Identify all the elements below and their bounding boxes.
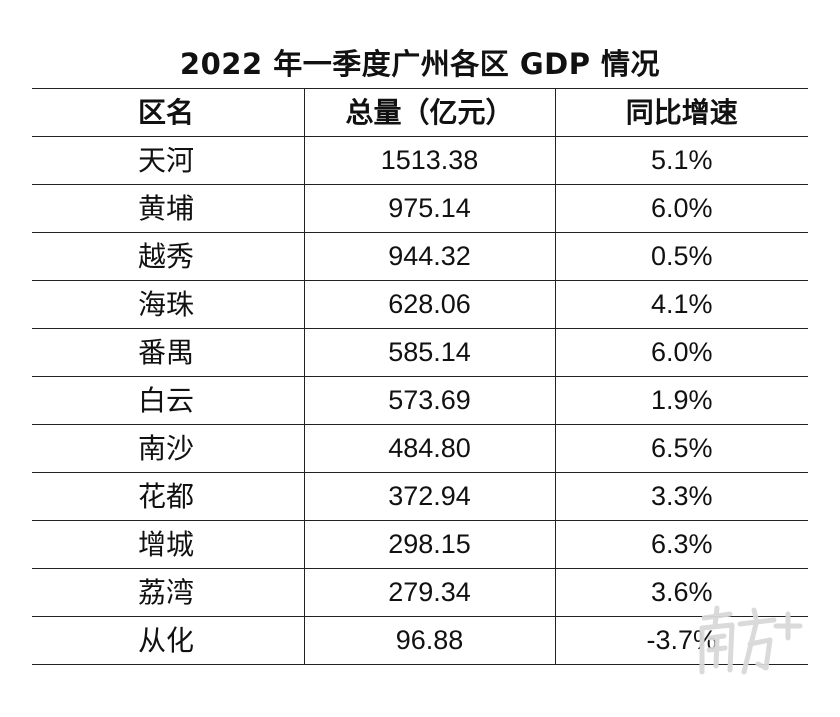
column-header-total: 总量（亿元） xyxy=(303,88,555,137)
table-row: 花都 372.94 3.3% xyxy=(32,472,808,521)
total-cell: 484.80 xyxy=(303,424,555,473)
growth-cell: 3.6% xyxy=(554,568,808,617)
district-cell: 越秀 xyxy=(32,232,304,281)
table-row: 南沙 484.80 6.5% xyxy=(32,424,808,473)
table-row: 越秀 944.32 0.5% xyxy=(32,232,808,281)
total-cell: 573.69 xyxy=(303,376,555,425)
total-cell: 944.32 xyxy=(303,232,555,281)
growth-cell: -3.7% xyxy=(554,616,808,665)
district-cell: 南沙 xyxy=(32,424,304,473)
table-row: 黄埔 975.14 6.0% xyxy=(32,184,808,233)
total-cell: 298.15 xyxy=(303,520,555,569)
district-cell: 花都 xyxy=(32,472,304,521)
total-cell: 585.14 xyxy=(303,328,555,377)
district-cell: 天河 xyxy=(32,136,304,185)
district-cell: 增城 xyxy=(32,520,304,569)
growth-cell: 6.5% xyxy=(554,424,808,473)
gdp-table: 区名 总量（亿元） 同比增速 天河 1513.38 5.1% 黄埔 975.14… xyxy=(32,88,808,665)
table-row: 海珠 628.06 4.1% xyxy=(32,280,808,329)
table-row: 天河 1513.38 5.1% xyxy=(32,136,808,185)
total-cell: 975.14 xyxy=(303,184,555,233)
growth-cell: 5.1% xyxy=(554,136,808,185)
total-cell: 372.94 xyxy=(303,472,555,521)
district-cell: 荔湾 xyxy=(32,568,304,617)
total-cell: 96.88 xyxy=(303,616,555,665)
district-cell: 番禺 xyxy=(32,328,304,377)
total-cell: 628.06 xyxy=(303,280,555,329)
district-cell: 黄埔 xyxy=(32,184,304,233)
table-row: 增城 298.15 6.3% xyxy=(32,520,808,569)
district-cell: 海珠 xyxy=(32,280,304,329)
table-header-row: 区名 总量（亿元） 同比增速 xyxy=(32,88,808,137)
growth-cell: 6.0% xyxy=(554,184,808,233)
growth-cell: 6.3% xyxy=(554,520,808,569)
table-row: 白云 573.69 1.9% xyxy=(32,376,808,425)
column-header-district: 区名 xyxy=(32,88,304,137)
district-cell: 从化 xyxy=(32,616,304,665)
growth-cell: 1.9% xyxy=(554,376,808,425)
table-row: 番禺 585.14 6.0% xyxy=(32,328,808,377)
table-title: 2022 年一季度广州各区 GDP 情况 xyxy=(179,47,661,81)
table-row: 从化 96.88 -3.7% xyxy=(32,616,808,665)
growth-cell: 0.5% xyxy=(554,232,808,281)
growth-cell: 4.1% xyxy=(554,280,808,329)
growth-cell: 6.0% xyxy=(554,328,808,377)
growth-cell: 3.3% xyxy=(554,472,808,521)
total-cell: 279.34 xyxy=(303,568,555,617)
district-cell: 白云 xyxy=(32,376,304,425)
table-row: 荔湾 279.34 3.6% xyxy=(32,568,808,617)
column-header-growth: 同比增速 xyxy=(554,88,808,137)
total-cell: 1513.38 xyxy=(303,136,555,185)
